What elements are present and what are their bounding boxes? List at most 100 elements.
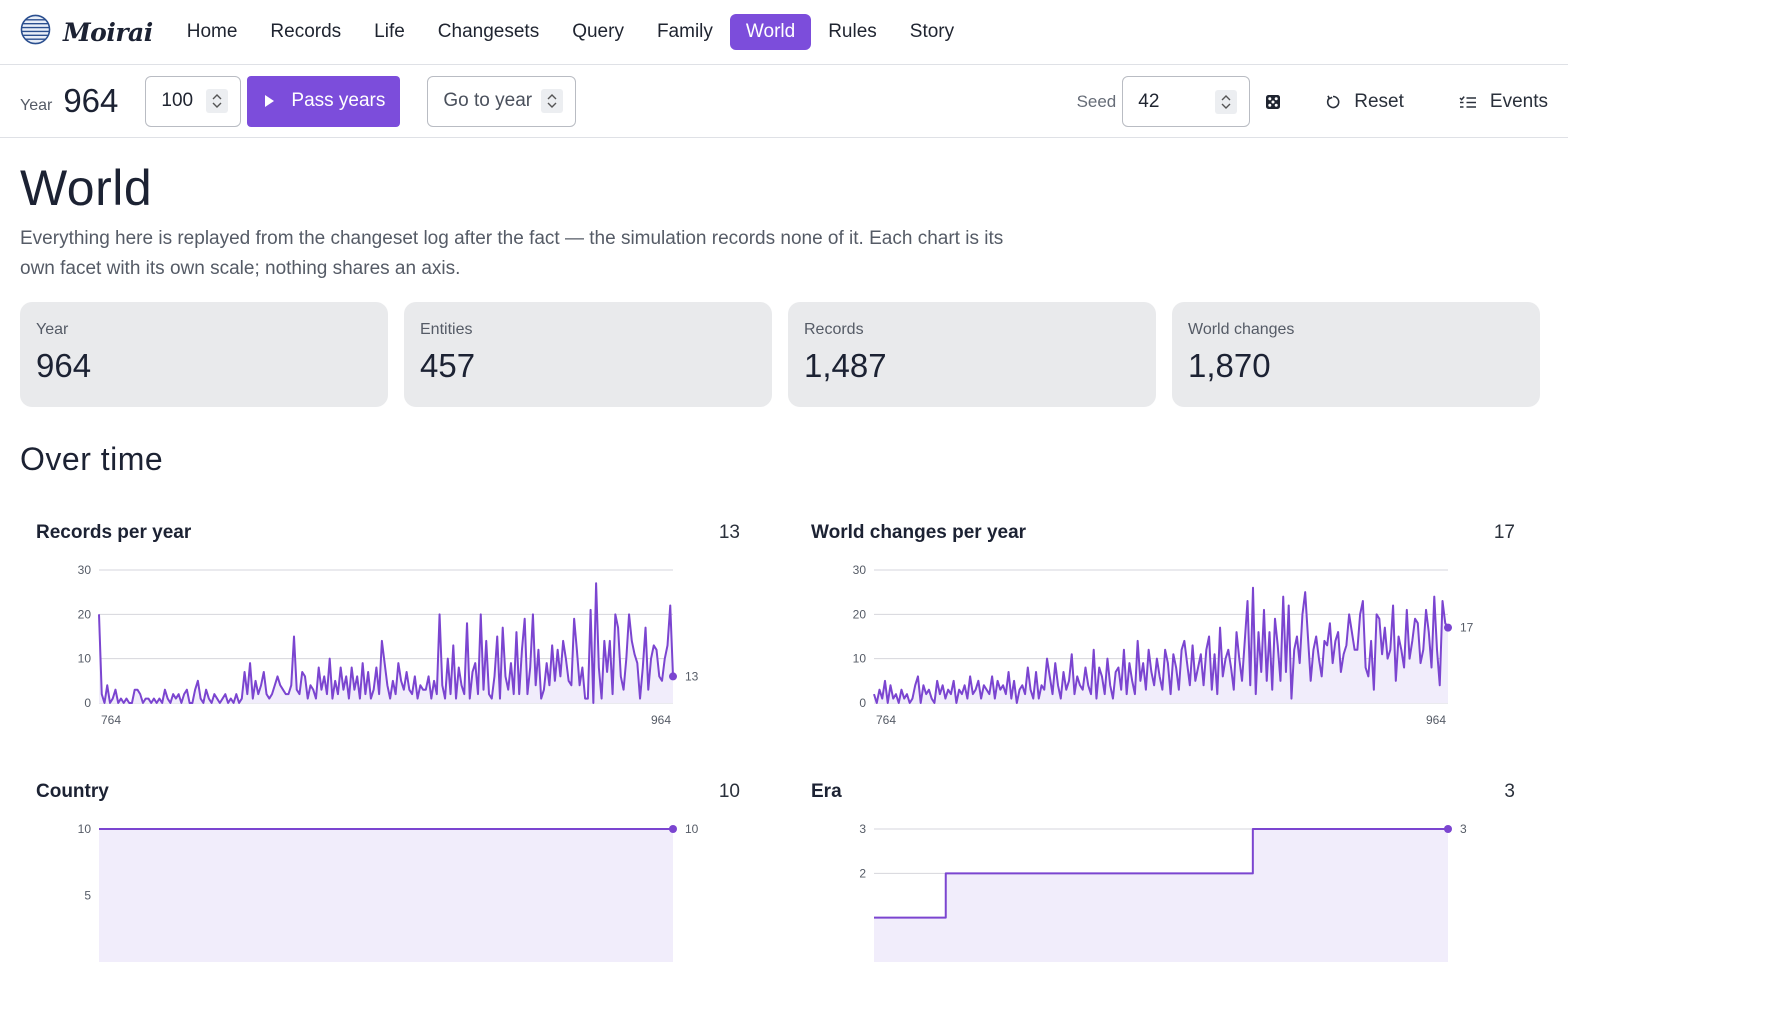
pass-years-button[interactable]: Pass years [247,75,401,127]
globe-logo-icon [20,14,51,50]
chart-latest-value: 17 [1493,522,1515,543]
y-tick-label: 30 [853,563,867,577]
series-end-label: 10 [685,822,699,836]
list-check-icon [1459,95,1477,109]
current-year-value: 964 [63,82,119,119]
seed-value: 42 [1138,90,1160,112]
chart-title: Country [36,781,109,802]
chart-header: World changes per year 17 [811,522,1515,546]
stat-label: Year [36,321,69,338]
nav-query[interactable]: Query [572,21,624,42]
events-button[interactable]: Events [1459,91,1548,113]
nav-items: Home Records Life Changesets Query Family Worl… [171,14,971,50]
series-end-label: 3 [1460,822,1467,836]
series-area [874,829,1448,962]
current-year-label: Year [20,97,53,114]
stat-label: Records [804,321,864,338]
stat-cards: Year 964 Entities 457 Records 1,487 World chan… [20,302,1548,407]
go-to-year-placeholder: Go to year [443,90,533,111]
series-line [98,582,674,704]
y-tick-label: 5 [84,889,91,903]
stat-value: 1,870 [1188,347,1271,384]
series-end-label: 17 [1460,621,1474,635]
spinner-icon[interactable] [1215,89,1238,114]
y-tick-label: 2 [859,866,866,880]
series-area [99,583,673,703]
top-nav: Moirai Home Records Life Changesets Query Fam… [0,0,1568,65]
dice-icon[interactable] [1265,94,1281,110]
series-end-point [669,825,677,833]
chart-plot: 0 10 20 30 17 764 964 [853,563,1474,727]
years-to-pass-input[interactable]: 100 [145,75,242,127]
stat-card: World changes 1,870 [1172,302,1540,407]
series-end-point [669,672,677,681]
y-tick-label: 3 [859,822,866,836]
brand-name: Moirai [63,17,153,47]
reset-icon [1325,94,1341,110]
series-area [874,587,1448,703]
series-end-label: 13 [685,669,699,683]
nav-rules[interactable]: Rules [828,21,877,42]
nav-family[interactable]: Family [656,21,713,42]
chart-card: 0 10 20 30 17 764 964 World changes per year 17 [795,522,1515,762]
play-icon [265,95,275,107]
reset-button[interactable]: Reset [1325,91,1404,113]
spinner-icon[interactable] [541,89,564,113]
events-label: Events [1489,90,1548,112]
chart-card: 5 10 10 Country 10 [20,781,740,1021]
go-to-year-input[interactable]: Go to year [427,75,577,127]
chart-title: Era [811,781,842,802]
stat-value: 457 [420,347,476,384]
chart-latest-value: 10 [718,781,740,802]
stat-value: 1,487 [804,347,887,384]
nav-records[interactable]: Records [270,21,342,42]
reset-label: Reset [1354,90,1404,112]
stat-card: Entities 457 [404,302,772,407]
stat-card: Records 1,487 [788,302,1156,407]
series-end-point [1444,825,1452,833]
series-area [99,829,673,962]
stat-card: Year 964 [20,302,388,407]
pass-years-label: Pass years [291,90,386,111]
chart-card: 2 3 3 Era 3 [795,781,1515,1021]
stat-label: Entities [420,321,473,338]
y-tick-label: 0 [859,696,866,710]
seed-label: Seed [1076,91,1117,111]
series-end-point [1444,623,1452,632]
nav-home[interactable]: Home [186,21,238,42]
main-content: World Everything here is replayed from t… [0,160,1568,962]
y-tick-label: 0 [84,696,91,710]
chart-latest-value: 13 [718,522,740,543]
chart-title: World changes per year [811,522,1027,543]
y-tick-label: 30 [78,563,92,577]
chart-plot: 5 10 10 [78,822,699,962]
spinner-icon[interactable] [206,89,229,113]
chart-header: Era 3 [811,781,1515,805]
y-tick-label: 10 [78,822,92,836]
stat-value: 964 [36,347,92,384]
nav-world[interactable]: World [729,14,812,50]
brand[interactable]: Moirai [20,14,153,50]
chart-plot: 0 10 20 30 13 764 964 [78,563,699,727]
page-title: World [20,160,153,216]
chart-header: Country 10 [36,781,740,805]
stat-label: World changes [1188,321,1295,338]
nav-changesets[interactable]: Changesets [437,21,540,42]
chart-latest-value: 3 [1504,781,1515,802]
y-tick-label: 20 [78,607,92,621]
x-tick-label: 764 [876,713,896,727]
x-tick-label: 764 [101,713,121,727]
chart-card: 0 10 20 30 13 764 964 Records per year 13 [20,522,740,762]
chart-plot: 2 3 3 [859,822,1467,962]
nav-story[interactable]: Story [909,21,955,42]
toolbar: Year 964 100 Pass years Go to year Seed … [0,65,1568,138]
page-description: Everything here is replayed from the cha… [20,228,1004,279]
y-tick-label: 10 [78,652,92,666]
seed-input[interactable]: 42 [1122,76,1251,127]
toolbar-right: Seed 42 Reset [1077,65,1548,138]
series-line [873,586,1449,704]
y-tick-label: 20 [853,607,867,621]
x-tick-label: 964 [1426,713,1446,727]
nav-life[interactable]: Life [374,21,405,42]
chart-header: Records per year 13 [36,522,740,546]
